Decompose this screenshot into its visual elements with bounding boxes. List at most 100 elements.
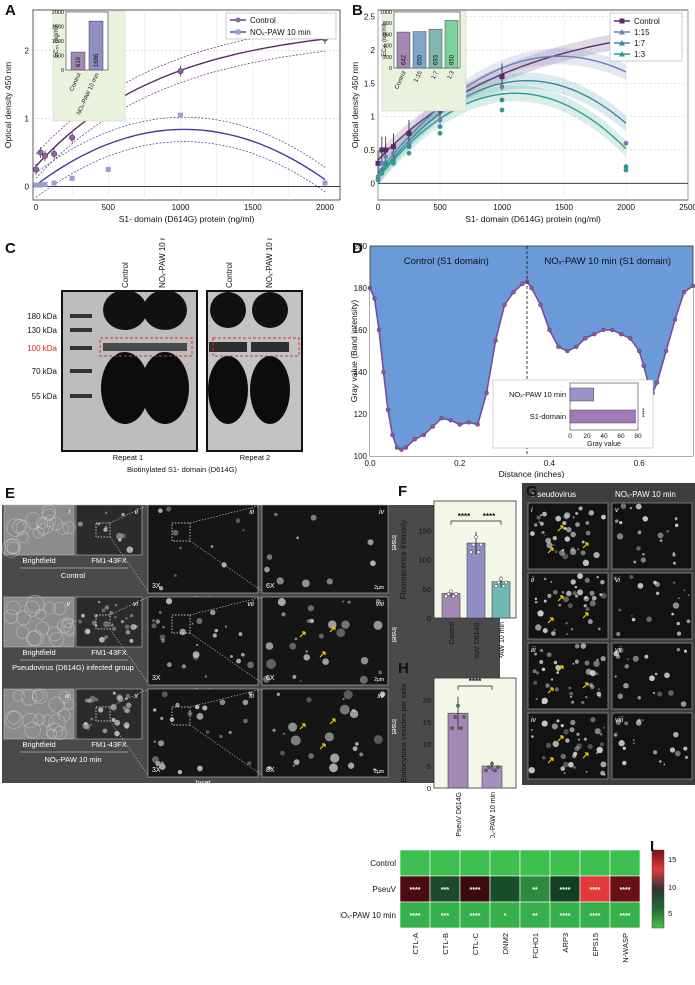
heatmap-cell [489,875,521,903]
cell-texture [355,742,359,746]
cell-texture [110,704,117,711]
group-label: Pseudovirus (D614G) infected group [12,663,134,672]
replicate-point [451,594,456,599]
data-point-control [499,74,505,80]
cell-texture [672,602,680,609]
column-label: FCHO1 [531,933,540,958]
pseuv-sig: **** [560,887,571,894]
group-label: NOₓ-PAW 10 min [499,622,506,658]
cell-texture [6,518,25,537]
y-axis-label: Endocytosis vesicles per cells [399,683,408,782]
cell-texture [373,768,376,771]
micrograph [527,642,609,710]
micrograph-x [75,688,143,740]
cell-texture [379,691,386,698]
heatmap-cell [489,849,521,877]
roman-numeral: iii [531,647,536,654]
cell-texture [672,561,676,565]
cell-texture [13,690,25,702]
cell-texture [77,521,83,527]
cell-texture [666,529,670,533]
cell-texture [299,679,302,682]
cell-texture [347,762,355,769]
cell-texture [596,576,599,579]
cell-texture [556,719,560,723]
cell-texture [32,689,44,702]
x-tick-label: 500 [102,203,116,212]
cell-texture [57,619,72,634]
cell-texture [550,580,553,583]
cell-texture [673,731,679,738]
marker-label: 70 kDa [32,367,58,376]
cell-texture [672,552,675,555]
cell-texture [583,737,587,741]
cell-texture [657,691,663,697]
cell-texture [541,530,545,535]
panel-i-label: I [650,838,655,855]
lane-control-lower-band [101,352,149,424]
data-point-paw [178,112,183,118]
cell-texture [655,591,660,596]
cell-texture [373,620,383,630]
cell-texture [24,721,41,738]
cell-texture [590,684,595,690]
profile-point [520,281,525,286]
cell-texture [158,611,162,614]
cell-texture [541,701,545,704]
cell-texture [196,712,204,720]
cell-texture [652,691,656,695]
cell-texture [551,631,556,636]
roman-numeral: ii [135,509,139,516]
cell-texture [165,598,173,605]
x-tick-label: 0.4 [544,459,556,468]
cell-texture [596,691,602,697]
paw-sig: *** [441,913,449,920]
cell-texture [567,603,573,609]
cell-texture [599,742,604,747]
panel-a: A 0 1 2 0 500 1000 1500 2000 Optical density 450… [0,0,348,232]
micrograph-iii [147,504,259,594]
inset-bar-value: 850 [450,54,456,65]
profile-point [654,380,660,385]
colorbar-tick: 5 [668,909,672,918]
cell-texture [212,633,217,638]
data-point-1:7 [499,97,505,103]
profile-point [641,363,646,368]
data-point-control [379,147,385,153]
profile-point [439,415,444,421]
data-point-1:15 [383,154,389,160]
yellow-arrow [547,687,554,694]
inset-vertical-label: Inset [390,535,397,550]
x-axis-label: S1- domain (D614G) protein (ng/ml) [119,214,255,224]
cell-texture [564,512,571,519]
cell-texture [179,628,187,636]
x-tick-label: 2000 [617,203,635,212]
group-label: NOₓ-PAW 10 min [44,755,101,764]
panel-i: I Control PseuV NOₓ-PAW 10 min **** *** **** *… [335,838,695,980]
panel-f-label: F [398,483,408,500]
cell-texture [566,590,572,597]
cell-texture [568,761,574,768]
cell-texture [153,740,157,744]
cell-texture [309,618,315,624]
cell-texture [352,746,358,752]
cell-texture [120,533,126,539]
cell-texture [347,600,351,604]
y-tick-label: 200 [354,242,368,251]
row-label: PseuV [372,885,396,894]
cell-texture [573,751,578,756]
cell-texture [318,633,324,639]
cell-texture [264,566,270,573]
cell-texture [653,580,657,585]
control-ci-band [378,31,626,168]
inset-bar [412,31,427,69]
cell-texture [125,708,131,714]
cell-texture [535,697,538,701]
cell-texture [197,765,203,772]
cell-texture [633,560,637,564]
inset-bar [70,51,86,71]
profile-point [565,348,570,354]
cell-texture [570,579,576,585]
cell-texture [123,708,129,714]
